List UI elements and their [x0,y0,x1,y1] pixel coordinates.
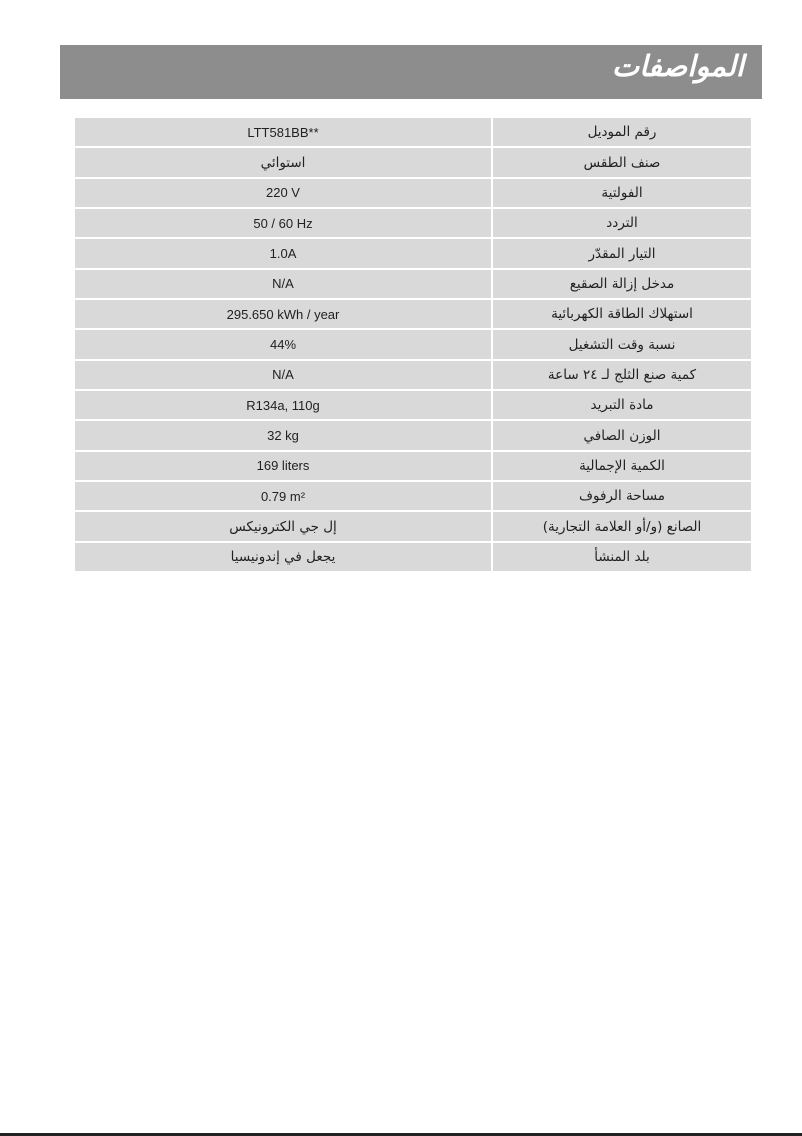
spec-label: التردد [492,208,752,239]
spec-row: 169 liters الكمية الإجمالية [74,450,752,482]
spec-label: نسبة وقت التشغيل [492,329,752,360]
spec-value: إل جي الكترونيكس [74,511,492,542]
spec-row: يجعل في إندونيسيا بلد المنشأ [74,541,752,573]
spec-row: 1.0A التيار المقدّر [74,238,752,269]
spec-value: N/A [74,359,492,391]
spec-value: 295.650 kWh / year [74,299,492,330]
spec-value: 0.79 m² [74,481,492,512]
spec-value: 44% [74,329,492,360]
spec-row: 295.650 kWh / year استهلاك الطاقة الكهربا… [74,299,752,330]
spec-row: استوائي صنف الطقس [74,147,752,178]
spec-value: 50 / 60 Hz [74,208,492,239]
spec-label: مادة التبريد [492,390,752,421]
spec-label: صنف الطقس [492,147,752,178]
spec-row: 220 V الفولتية [74,177,752,209]
page-title: المواصفات [611,49,744,83]
spec-label: الصانع (و/أو العلامة التجارية) [492,511,752,542]
spec-value: R134a, 110g [74,390,492,421]
spec-label: الوزن الصافي [492,420,752,451]
spec-row: R134a, 110g مادة التبريد [74,390,752,421]
spec-value: LTT581BB** [74,117,492,148]
spec-row: 0.79 m² مساحة الرفوف [74,481,752,512]
page-bottom-rule [0,1133,802,1136]
spec-row: 50 / 60 Hz التردد [74,208,752,239]
spec-label: مساحة الرفوف [492,481,752,512]
spec-row: N/A كمية صنع الثلج لـ ٢٤ ساعة [74,359,752,391]
spec-value: 220 V [74,177,492,209]
spec-label: كمية صنع الثلج لـ ٢٤ ساعة [492,359,752,391]
specifications-table: LTT581BB** رقم الموديل استوائي صنف الطقس 220… [74,117,752,573]
spec-value: يجعل في إندونيسيا [74,541,492,573]
spec-label: الكمية الإجمالية [492,450,752,482]
spec-label: رقم الموديل [492,117,752,148]
spec-value: 32 kg [74,420,492,451]
spec-row: N/A مدخل إزالة الصقيع [74,268,752,300]
spec-label: بلد المنشأ [492,541,752,573]
section-header: المواصفات [60,45,762,99]
spec-row: 44% نسبة وقت التشغيل [74,329,752,360]
spec-value: 1.0A [74,238,492,269]
spec-value: استوائي [74,147,492,178]
spec-row: إل جي الكترونيكس الصانع (و/أو العلامة الت… [74,511,752,542]
spec-row: LTT581BB** رقم الموديل [74,117,752,148]
spec-label: التيار المقدّر [492,238,752,269]
spec-value: 169 liters [74,450,492,482]
spec-label: استهلاك الطاقة الكهربائية [492,299,752,330]
spec-label: الفولتية [492,177,752,209]
spec-row: 32 kg الوزن الصافي [74,420,752,451]
spec-label: مدخل إزالة الصقيع [492,268,752,300]
spec-value: N/A [74,268,492,300]
